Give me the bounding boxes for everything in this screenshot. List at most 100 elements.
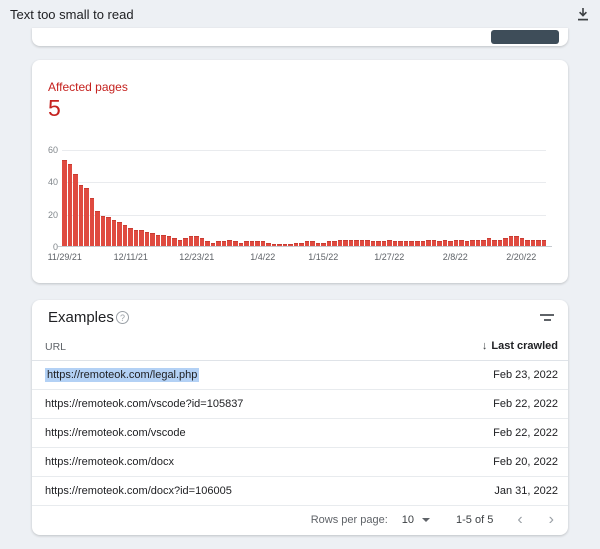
bar[interactable]: [304, 241, 310, 246]
bar[interactable]: [376, 241, 381, 246]
bar[interactable]: [144, 231, 150, 246]
bar[interactable]: [166, 236, 172, 246]
bar[interactable]: [398, 241, 403, 246]
bar[interactable]: [117, 222, 122, 246]
bar[interactable]: [481, 239, 486, 246]
bar[interactable]: [177, 239, 183, 246]
bar[interactable]: [525, 239, 530, 246]
bar[interactable]: [277, 244, 282, 246]
bar[interactable]: [437, 241, 442, 246]
bar[interactable]: [415, 241, 420, 246]
bar[interactable]: [111, 220, 117, 246]
previous-page-button[interactable]: ‹: [517, 511, 523, 528]
bar[interactable]: [255, 241, 260, 246]
bar[interactable]: [100, 215, 106, 246]
bar[interactable]: [299, 242, 304, 246]
bar[interactable]: [282, 244, 288, 246]
bar[interactable]: [84, 188, 89, 246]
table-row[interactable]: https://remoteok.com/docx?id=106005 Jan 3…: [32, 477, 568, 506]
bar[interactable]: [232, 241, 238, 246]
bar[interactable]: [519, 238, 525, 246]
bar[interactable]: [205, 241, 210, 246]
bar[interactable]: [67, 164, 73, 246]
bar[interactable]: [420, 241, 426, 246]
bar[interactable]: [238, 242, 244, 246]
bar[interactable]: [387, 239, 392, 246]
bar[interactable]: [536, 239, 541, 246]
bar[interactable]: [326, 241, 332, 246]
bar[interactable]: [188, 236, 194, 246]
bar[interactable]: [271, 244, 277, 246]
bar[interactable]: [453, 239, 459, 246]
bar[interactable]: [508, 236, 514, 246]
bar[interactable]: [73, 174, 78, 246]
bar[interactable]: [315, 242, 321, 246]
bar[interactable]: [354, 239, 359, 246]
bar[interactable]: [442, 239, 448, 246]
bar[interactable]: [133, 230, 139, 246]
bar[interactable]: [95, 210, 100, 246]
bar[interactable]: [106, 217, 111, 246]
bar[interactable]: [194, 236, 199, 246]
bar[interactable]: [503, 238, 508, 246]
bar[interactable]: [139, 230, 144, 246]
bar[interactable]: [370, 241, 376, 246]
bar[interactable]: [293, 242, 299, 246]
url-link[interactable]: https://remoteok.com/docx?id=106005: [45, 485, 232, 497]
bar[interactable]: [172, 238, 177, 246]
bar[interactable]: [227, 239, 232, 246]
bar[interactable]: [183, 238, 188, 246]
bar[interactable]: [221, 241, 227, 246]
bar[interactable]: [492, 239, 497, 246]
table-row[interactable]: https://remoteok.com/vscode?id=105837 Feb…: [32, 390, 568, 419]
table-row[interactable]: https://remoteok.com/vscode Feb 22, 2022: [32, 419, 568, 448]
table-row[interactable]: https://remoteok.com/docx Feb 20, 2022: [32, 448, 568, 477]
bar[interactable]: [155, 234, 161, 246]
bar[interactable]: [514, 236, 519, 246]
bar[interactable]: [464, 241, 470, 246]
bar[interactable]: [216, 241, 221, 246]
bar[interactable]: [392, 241, 398, 246]
bar[interactable]: [266, 242, 271, 246]
bar[interactable]: [381, 241, 387, 246]
bar[interactable]: [470, 239, 475, 246]
dark-action-button[interactable]: [491, 30, 559, 44]
filter-button[interactable]: [538, 308, 556, 326]
table-row[interactable]: https://remoteok.com/legal.php Feb 23, 20…: [32, 361, 568, 390]
next-page-button[interactable]: ›: [548, 511, 554, 528]
rows-per-page-select[interactable]: 10: [402, 514, 431, 526]
bar[interactable]: [150, 233, 155, 246]
url-link[interactable]: https://remoteok.com/legal.php: [45, 368, 200, 382]
bar[interactable]: [541, 239, 547, 246]
bar[interactable]: [431, 239, 437, 246]
column-header-last-crawled[interactable]: ↓ Last crawled: [481, 340, 558, 352]
bar[interactable]: [89, 198, 95, 246]
bar[interactable]: [359, 239, 365, 246]
bar[interactable]: [343, 239, 348, 246]
bar[interactable]: [426, 239, 431, 246]
bar[interactable]: [403, 241, 409, 246]
bar[interactable]: [62, 159, 67, 246]
bar[interactable]: [409, 241, 414, 246]
bar[interactable]: [337, 239, 343, 246]
bar[interactable]: [78, 185, 84, 246]
bar[interactable]: [497, 239, 503, 246]
download-button[interactable]: [572, 3, 594, 25]
bar[interactable]: [332, 241, 337, 246]
url-link[interactable]: https://remoteok.com/vscode?id=105837: [45, 398, 244, 410]
bar[interactable]: [128, 228, 133, 246]
bar[interactable]: [459, 239, 464, 246]
bar[interactable]: [310, 241, 315, 246]
bar[interactable]: [321, 242, 326, 246]
bar[interactable]: [122, 225, 128, 246]
bar[interactable]: [475, 239, 481, 246]
bar[interactable]: [530, 239, 536, 246]
bar[interactable]: [244, 241, 249, 246]
bar[interactable]: [161, 234, 166, 246]
bar[interactable]: [249, 241, 255, 246]
bar[interactable]: [199, 238, 205, 246]
help-icon[interactable]: ?: [116, 311, 129, 324]
bar[interactable]: [210, 242, 216, 246]
bar[interactable]: [486, 238, 492, 246]
bar[interactable]: [260, 241, 266, 246]
